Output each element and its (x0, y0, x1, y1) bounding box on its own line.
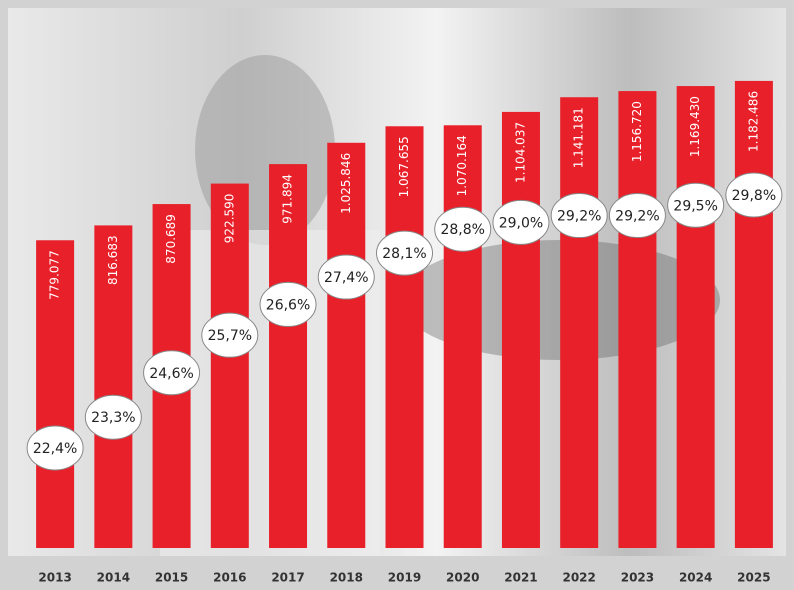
bar-value-label: 1.070.164 (455, 135, 469, 196)
bar-value-label: 1.156.720 (630, 101, 644, 162)
percent-label: 24,6% (149, 366, 193, 382)
x-tick-label: 2020 (446, 571, 479, 585)
x-tick-label: 2017 (271, 571, 304, 585)
percent-label: 29,5% (673, 198, 717, 214)
x-tick-label: 2023 (621, 571, 654, 585)
chart: 779.077 816.683 870.689 922.590 971.894 1.025… (0, 0, 794, 590)
bar-value-label: 1.182.486 (746, 91, 760, 152)
bar-value-label: 870.689 (164, 214, 178, 264)
percent-label: 22,4% (33, 441, 77, 457)
bar-value-label: 1.067.655 (397, 136, 411, 197)
x-tick-label: 2014 (97, 571, 130, 585)
percent-label: 25,7% (208, 328, 252, 344)
percent-label: 28,8% (440, 222, 484, 238)
percent-label: 26,6% (266, 297, 310, 313)
x-tick-label: 2015 (155, 571, 188, 585)
percent-label: 29,0% (499, 215, 543, 231)
bar-value-label: 779.077 (48, 250, 62, 300)
x-tick-label: 2022 (562, 571, 595, 585)
bar-value-label: 1.025.846 (339, 153, 353, 214)
bar-value-label: 816.683 (106, 235, 120, 285)
percent-label: 27,4% (324, 270, 368, 286)
percent-label: 29,2% (615, 209, 659, 225)
bar-value-label: 1.104.037 (513, 122, 527, 183)
x-tick-label: 2021 (504, 571, 537, 585)
bar-value-label: 922.590 (222, 194, 236, 244)
bar-value-label: 1.169.430 (688, 96, 702, 157)
x-tick-label: 2019 (388, 571, 421, 585)
percent-label: 28,1% (382, 246, 426, 262)
page: {"chart_data":{"type":"bar", "categories… (0, 0, 794, 590)
x-tick-label: 2013 (38, 571, 71, 585)
x-tick-label: 2016 (213, 571, 246, 585)
percent-label: 29,8% (732, 188, 776, 204)
x-tick-label: 2018 (330, 571, 363, 585)
bar-value-label: 1.141.181 (572, 107, 586, 168)
bar-value-label: 971.894 (281, 174, 295, 224)
percent-label: 23,3% (91, 410, 135, 426)
x-tick-label: 2024 (679, 571, 712, 585)
x-tick-label: 2025 (737, 571, 770, 585)
percent-label: 29,2% (557, 209, 601, 225)
